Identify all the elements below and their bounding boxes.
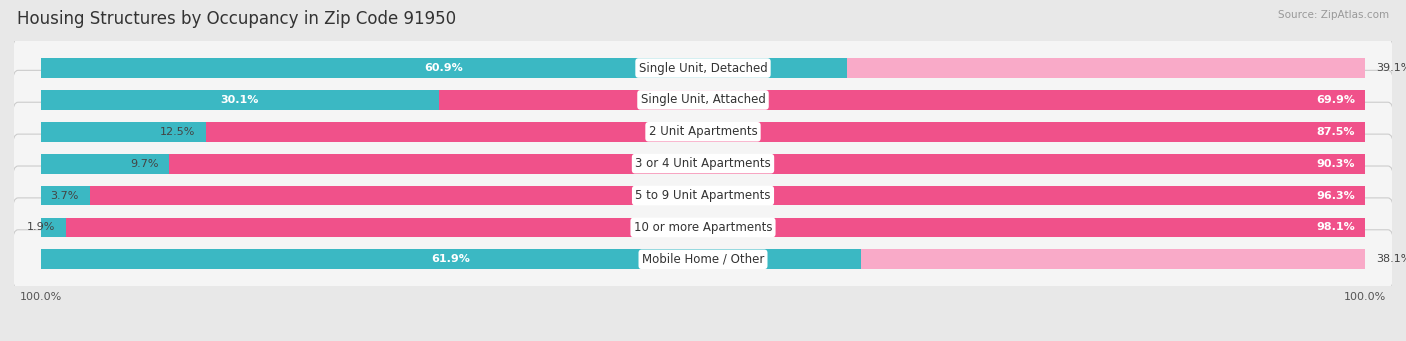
FancyBboxPatch shape (13, 102, 1393, 161)
Text: Single Unit, Attached: Single Unit, Attached (641, 93, 765, 106)
Text: 2 Unit Apartments: 2 Unit Apartments (648, 125, 758, 138)
Text: 96.3%: 96.3% (1316, 191, 1355, 201)
Text: 61.9%: 61.9% (432, 254, 470, 264)
Bar (41, 122, 207, 142)
Bar (66, 218, 1365, 237)
Text: 1.9%: 1.9% (27, 222, 55, 233)
Bar (439, 90, 1365, 110)
Text: 3.7%: 3.7% (51, 191, 79, 201)
Bar (41, 250, 860, 269)
Text: 12.5%: 12.5% (160, 127, 195, 137)
Text: 10 or more Apartments: 10 or more Apartments (634, 221, 772, 234)
Bar (41, 218, 66, 237)
Text: 90.3%: 90.3% (1316, 159, 1355, 169)
Bar (860, 250, 1365, 269)
Text: 39.1%: 39.1% (1376, 63, 1406, 73)
Text: 5 to 9 Unit Apartments: 5 to 9 Unit Apartments (636, 189, 770, 202)
Bar (848, 58, 1365, 78)
Text: 87.5%: 87.5% (1316, 127, 1355, 137)
Text: 38.1%: 38.1% (1376, 254, 1406, 264)
FancyBboxPatch shape (13, 134, 1393, 193)
Bar (207, 122, 1365, 142)
FancyBboxPatch shape (13, 166, 1393, 225)
Text: 98.1%: 98.1% (1316, 222, 1355, 233)
Text: 9.7%: 9.7% (129, 159, 159, 169)
FancyBboxPatch shape (13, 198, 1393, 257)
Text: Source: ZipAtlas.com: Source: ZipAtlas.com (1278, 10, 1389, 20)
Text: 30.1%: 30.1% (221, 95, 259, 105)
Bar (169, 154, 1365, 174)
Bar (90, 186, 1365, 205)
FancyBboxPatch shape (13, 39, 1393, 98)
Text: 60.9%: 60.9% (425, 63, 464, 73)
Text: Single Unit, Detached: Single Unit, Detached (638, 61, 768, 75)
Bar (41, 186, 90, 205)
Text: Mobile Home / Other: Mobile Home / Other (641, 253, 765, 266)
Text: Housing Structures by Occupancy in Zip Code 91950: Housing Structures by Occupancy in Zip C… (17, 10, 456, 28)
FancyBboxPatch shape (13, 70, 1393, 130)
Bar (41, 58, 848, 78)
Text: 69.9%: 69.9% (1316, 95, 1355, 105)
Bar (41, 90, 439, 110)
FancyBboxPatch shape (13, 230, 1393, 289)
Bar (41, 154, 169, 174)
Text: 3 or 4 Unit Apartments: 3 or 4 Unit Apartments (636, 157, 770, 170)
